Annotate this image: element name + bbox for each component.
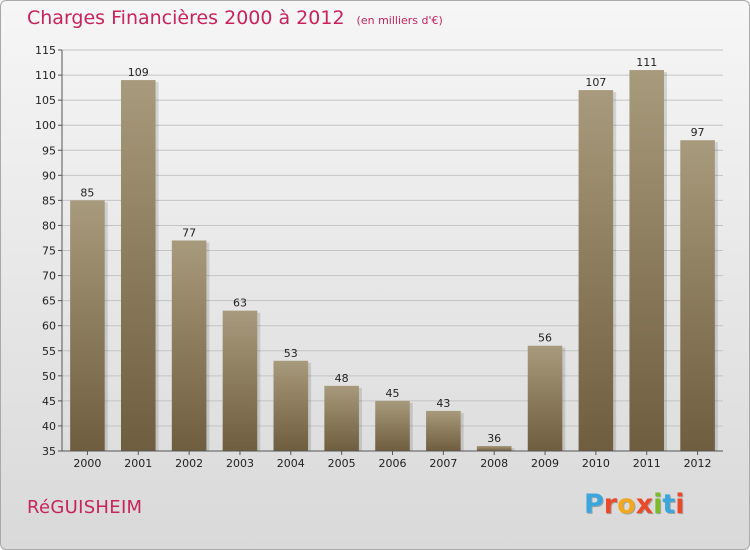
x-tick-label-2004: 2004 xyxy=(277,457,305,470)
data-label-2011: 111 xyxy=(636,56,657,69)
x-tick-label-2003: 2003 xyxy=(226,457,254,470)
x-tick-label-2005: 2005 xyxy=(328,457,356,470)
logo-letter: r xyxy=(603,489,618,520)
logo-letter: P xyxy=(584,489,604,520)
y-tick-label: 75 xyxy=(42,245,56,258)
data-label-2009: 56 xyxy=(538,332,552,345)
data-label-2012: 97 xyxy=(691,126,705,139)
bar-2000 xyxy=(70,200,105,451)
data-label-2002: 77 xyxy=(182,226,196,239)
logo-letter: o xyxy=(617,489,636,520)
city-name: RéGUISHEIM xyxy=(27,497,143,518)
y-tick-label: 115 xyxy=(35,44,56,57)
x-tick-label-2009: 2009 xyxy=(531,457,559,470)
y-tick-label: 45 xyxy=(42,395,56,408)
x-tick-label-2007: 2007 xyxy=(429,457,457,470)
y-tick-label: 85 xyxy=(42,194,56,207)
y-tick-label: 35 xyxy=(42,445,56,458)
data-label-2001: 109 xyxy=(128,66,149,79)
y-tick-label: 95 xyxy=(42,144,56,157)
x-tick-label-2002: 2002 xyxy=(175,457,203,470)
x-tick-label-2000: 2000 xyxy=(73,457,101,470)
data-label-2007: 43 xyxy=(436,397,450,410)
y-tick-label: 105 xyxy=(35,94,56,107)
chart-title: Charges Financières 2000 à 2012 (en milli… xyxy=(27,7,443,29)
bar-2004 xyxy=(273,360,309,451)
bar-2008 xyxy=(476,445,512,451)
logo-letter: i xyxy=(675,489,685,520)
data-label-2004: 53 xyxy=(284,347,298,360)
bar-2009 xyxy=(527,345,563,451)
x-tick-label-2010: 2010 xyxy=(582,457,610,470)
proxiti-logo[interactable]: Proxiti xyxy=(584,489,685,520)
axes: 35 40 45 50 55 60 65 70 75 80 85 90 95 100 105 110 115 20… xyxy=(35,44,723,470)
x-tick-label-2011: 2011 xyxy=(633,457,661,470)
y-tick-label: 55 xyxy=(42,345,56,358)
data-label-2006: 45 xyxy=(386,387,400,400)
bar-2012 xyxy=(680,140,715,451)
y-tick-label: 100 xyxy=(35,119,56,132)
bar-2001 xyxy=(120,80,156,451)
bar-2006 xyxy=(375,400,410,451)
y-tick-label: 80 xyxy=(42,219,56,232)
bar-2010 xyxy=(578,90,614,451)
bar-2005 xyxy=(324,385,359,451)
bar-2003 xyxy=(222,310,258,451)
y-tick-label: 60 xyxy=(42,320,56,333)
y-tick-label: 110 xyxy=(35,69,56,82)
data-label-2003: 63 xyxy=(233,297,247,310)
data-label-2000: 85 xyxy=(80,186,94,199)
bars: 85 109 77 63 53 48 45 43 36 56 107 111 97 xyxy=(70,56,718,452)
bar-2007 xyxy=(426,410,461,451)
logo-letter: x xyxy=(635,489,654,520)
logo-letter: i xyxy=(653,489,663,520)
y-tick-label: 65 xyxy=(42,295,56,308)
x-tick-label-2012: 2012 xyxy=(684,457,712,470)
logo-letter: t xyxy=(662,489,676,520)
x-tick-label-2001: 2001 xyxy=(124,457,152,470)
data-label-2008: 36 xyxy=(487,432,501,445)
y-tick-label: 50 xyxy=(42,370,56,383)
bar-2011 xyxy=(629,70,665,452)
chart-subtitle: (en milliers d'€) xyxy=(356,14,443,27)
bar-2002 xyxy=(171,240,207,451)
data-label-2005: 48 xyxy=(335,372,349,385)
x-tick-label-2006: 2006 xyxy=(379,457,407,470)
y-tick-label: 70 xyxy=(42,270,56,283)
y-tick-label: 40 xyxy=(42,420,56,433)
data-label-2010: 107 xyxy=(585,76,606,89)
chart-title-text: Charges Financières 2000 à 2012 xyxy=(27,7,345,29)
x-tick-label-2008: 2008 xyxy=(480,457,508,470)
y-tick-label: 90 xyxy=(42,169,56,182)
